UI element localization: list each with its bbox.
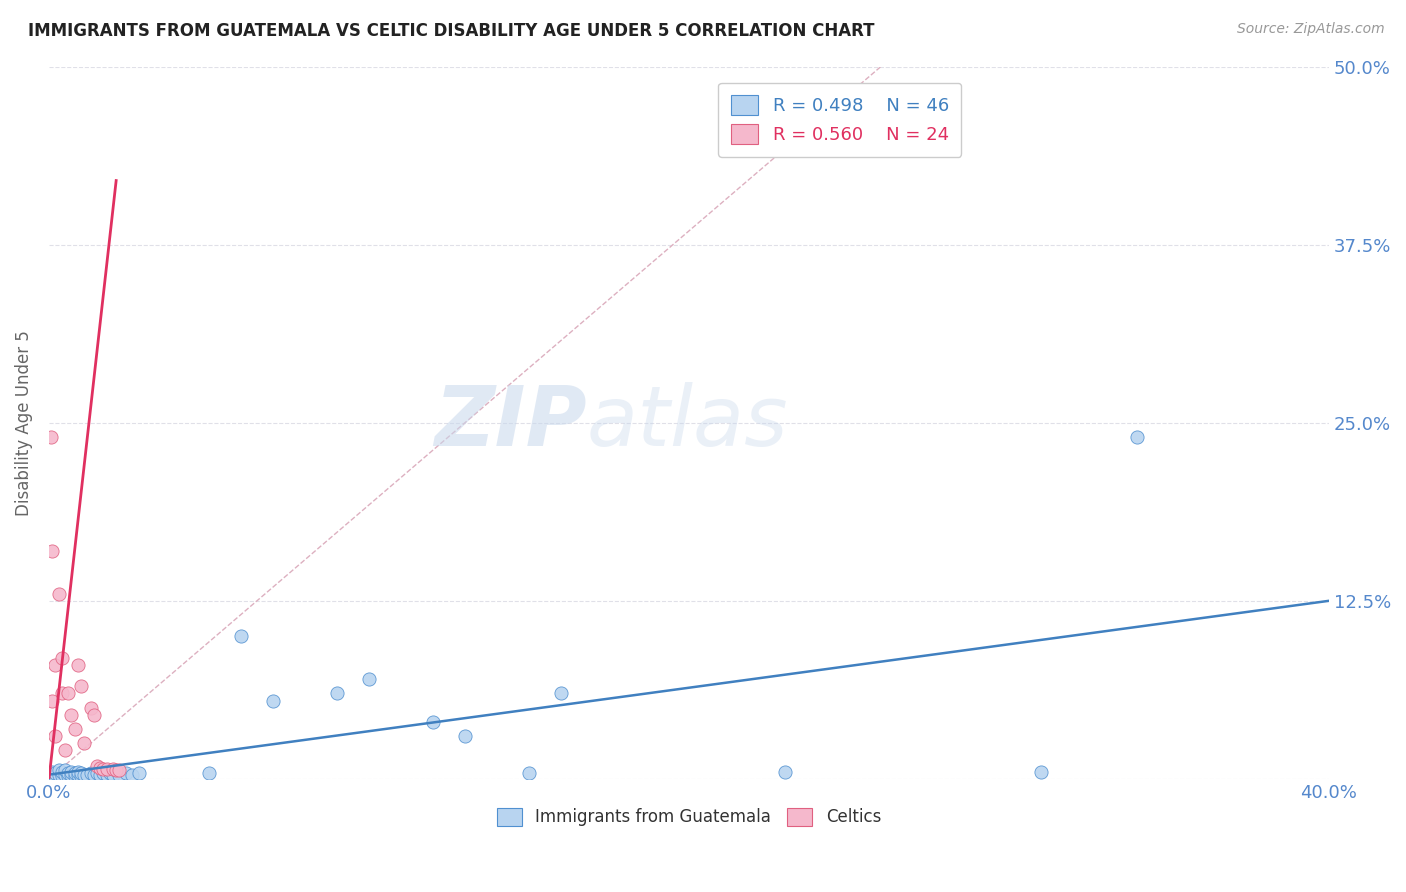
Point — [198, 766, 221, 780]
Point — [44, 729, 66, 743]
Point — [422, 714, 444, 729]
Point — [773, 764, 796, 779]
Text: ZIP: ZIP — [434, 383, 586, 463]
Point — [51, 686, 73, 700]
Point — [83, 707, 105, 722]
Point — [51, 650, 73, 665]
Point — [70, 679, 93, 693]
Point — [60, 767, 83, 781]
Point — [51, 769, 73, 783]
Point — [108, 764, 131, 778]
Point — [44, 769, 66, 783]
Point — [96, 762, 118, 776]
Point — [48, 764, 70, 778]
Point — [79, 766, 101, 780]
Point — [128, 766, 150, 780]
Point — [86, 766, 108, 780]
Point — [326, 686, 349, 700]
Point — [262, 693, 284, 707]
Point — [56, 766, 79, 780]
Point — [41, 767, 63, 781]
Point — [39, 430, 62, 444]
Point — [108, 767, 131, 781]
Point — [89, 767, 111, 781]
Point — [70, 769, 93, 783]
Point — [60, 764, 83, 779]
Point — [550, 686, 572, 700]
Point — [1029, 764, 1052, 779]
Text: Source: ZipAtlas.com: Source: ZipAtlas.com — [1237, 22, 1385, 37]
Point — [66, 657, 89, 672]
Point — [60, 707, 83, 722]
Point — [73, 736, 96, 750]
Point — [63, 766, 86, 780]
Point — [96, 767, 118, 781]
Legend: Immigrants from Guatemala, Celtics: Immigrants from Guatemala, Celtics — [488, 799, 890, 835]
Point — [66, 767, 89, 781]
Point — [56, 769, 79, 783]
Point — [76, 767, 98, 781]
Point — [454, 729, 477, 743]
Point — [41, 764, 63, 779]
Y-axis label: Disability Age Under 5: Disability Age Under 5 — [15, 330, 32, 516]
Point — [63, 722, 86, 736]
Point — [105, 764, 128, 778]
Point — [83, 767, 105, 781]
Point — [48, 587, 70, 601]
Point — [41, 693, 63, 707]
Point — [66, 764, 89, 779]
Point — [73, 767, 96, 781]
Text: atlas: atlas — [586, 383, 789, 463]
Point — [101, 767, 124, 781]
Point — [41, 544, 63, 558]
Point — [517, 766, 540, 780]
Point — [114, 766, 136, 780]
Point — [93, 766, 115, 780]
Point — [48, 767, 70, 781]
Point — [98, 766, 121, 780]
Point — [229, 630, 252, 644]
Point — [63, 769, 86, 783]
Point — [79, 700, 101, 714]
Point — [44, 657, 66, 672]
Point — [53, 743, 76, 757]
Point — [89, 760, 111, 774]
Point — [53, 767, 76, 781]
Point — [1126, 430, 1149, 444]
Text: IMMIGRANTS FROM GUATEMALA VS CELTIC DISABILITY AGE UNDER 5 CORRELATION CHART: IMMIGRANTS FROM GUATEMALA VS CELTIC DISA… — [28, 22, 875, 40]
Point — [357, 672, 380, 686]
Point — [53, 764, 76, 778]
Point — [51, 764, 73, 779]
Point — [101, 762, 124, 776]
Point — [86, 759, 108, 773]
Point — [44, 766, 66, 780]
Point — [121, 767, 143, 781]
Point — [70, 766, 93, 780]
Point — [56, 686, 79, 700]
Point — [93, 762, 115, 776]
